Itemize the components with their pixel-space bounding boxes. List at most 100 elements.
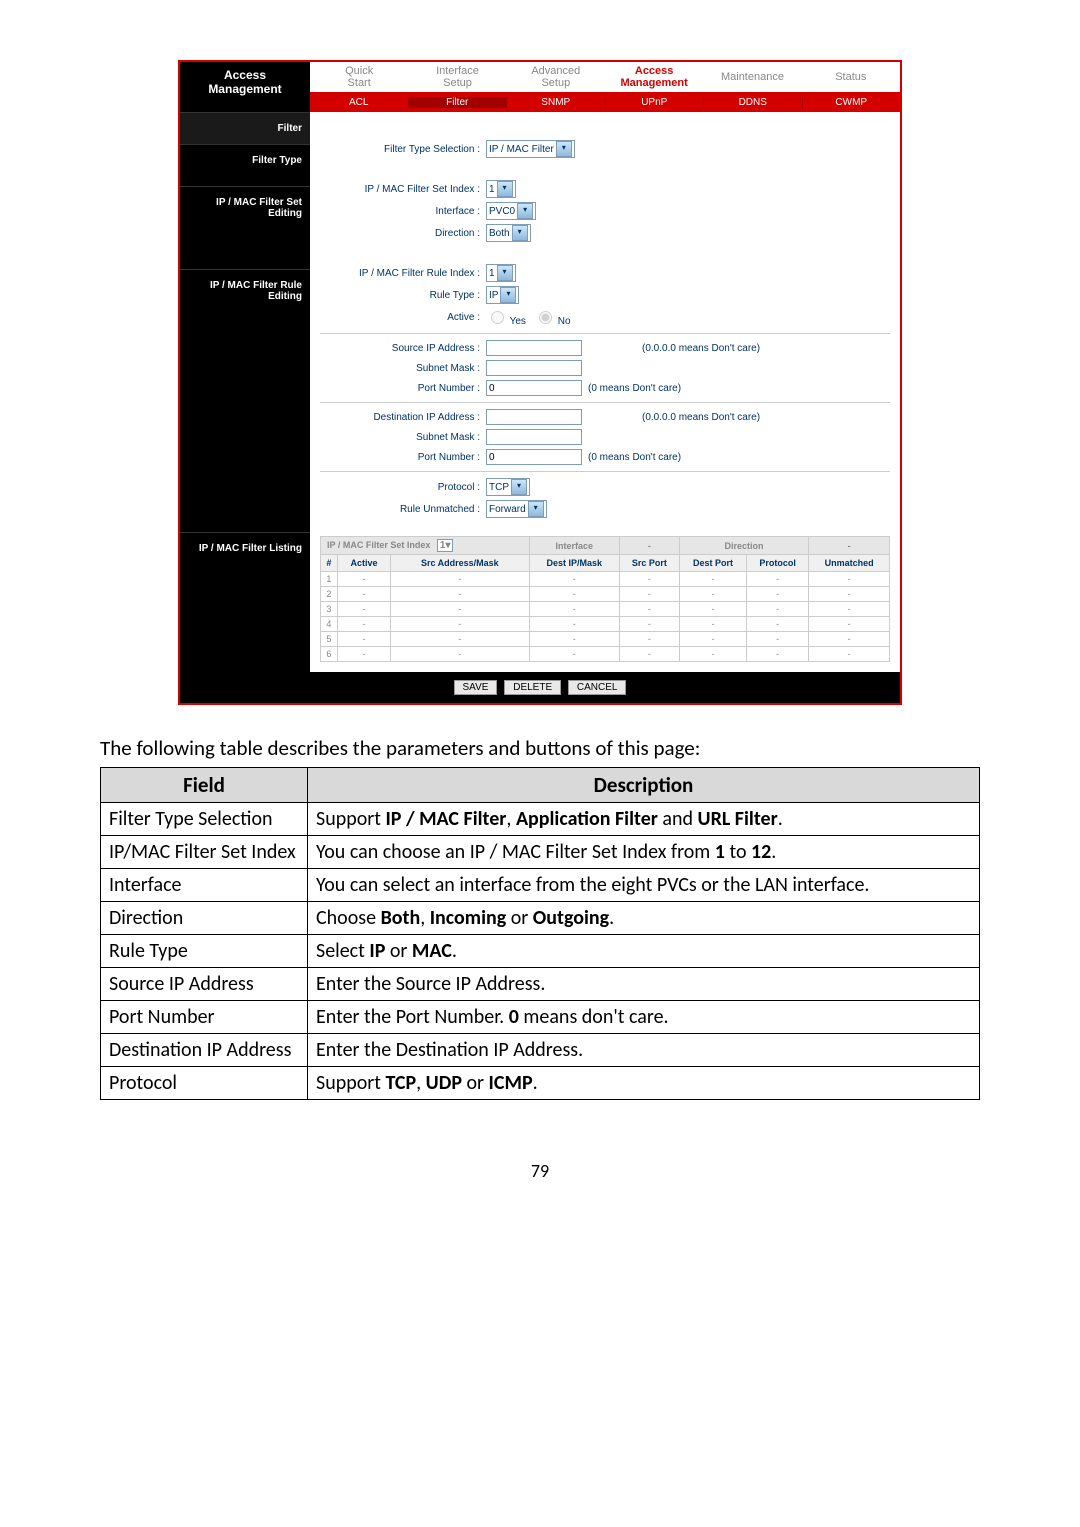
- sub-tabs: ACLFilterSNMPUPnPDDNSCWMP: [310, 92, 900, 112]
- rule-type-label: Rule Type :: [320, 290, 486, 301]
- sidebar-listing: IP / MAC Filter Listing: [180, 532, 310, 664]
- top-tab[interactable]: InterfaceSetup: [408, 65, 506, 89]
- button-bar: SAVE DELETE CANCEL: [180, 672, 900, 703]
- description-cell: Choose Both, Incoming or Outgoing.: [308, 902, 980, 935]
- src-port-input[interactable]: [486, 380, 582, 396]
- dst-ip-hint: (0.0.0.0 means Don't care): [642, 412, 760, 423]
- src-subnet-label: Subnet Mask :: [320, 363, 486, 374]
- chevron-down-icon: ▾: [512, 225, 528, 241]
- top-tab[interactable]: AccessManagement: [605, 65, 703, 89]
- dst-subnet-label: Subnet Mask :: [320, 432, 486, 443]
- description-cell: Enter the Source IP Address.: [308, 968, 980, 1001]
- sidebar-filter: Filter: [180, 112, 310, 144]
- sidebar-rule-editing: IP / MAC Filter Rule Editing: [180, 269, 310, 532]
- table-row: Port NumberEnter the Port Number. 0 mean…: [101, 1001, 980, 1034]
- dst-port-input[interactable]: [486, 449, 582, 465]
- sidebar: Filter Filter Type IP / MAC Filter Set E…: [180, 112, 310, 672]
- listing-col: Dest IP/Mask: [529, 555, 620, 572]
- src-ip-input[interactable]: [486, 340, 582, 356]
- field-cell: Rule Type: [101, 935, 308, 968]
- table-row: 5-------: [321, 632, 890, 647]
- cancel-button[interactable]: CANCEL: [568, 680, 627, 695]
- description-cell: Support IP / MAC Filter, Application Fil…: [308, 803, 980, 836]
- col-description: Description: [308, 768, 980, 803]
- rule-index-label: IP / MAC Filter Rule Index :: [320, 268, 486, 279]
- parameter-table: Field Description Filter Type SelectionS…: [100, 767, 980, 1100]
- save-button[interactable]: SAVE: [454, 680, 498, 695]
- description-cell: Support TCP, UDP or ICMP.: [308, 1067, 980, 1100]
- interface-label: Interface :: [320, 206, 486, 217]
- protocol-select[interactable]: TCP▾: [486, 478, 530, 496]
- listing-col: Active: [337, 555, 390, 572]
- listing-col: #: [321, 555, 338, 572]
- top-tab[interactable]: QuickStart: [310, 65, 408, 89]
- sub-tab[interactable]: DDNS: [704, 97, 803, 108]
- description-cell: You can select an interface from the eig…: [308, 869, 980, 902]
- chevron-down-icon: ▾: [517, 203, 533, 219]
- listing-col: Src Address/Mask: [391, 555, 529, 572]
- sub-tab[interactable]: SNMP: [507, 97, 606, 108]
- description-cell: You can choose an IP / MAC Filter Set In…: [308, 836, 980, 869]
- src-subnet-input[interactable]: [486, 360, 582, 376]
- description-cell: Enter the Destination IP Address.: [308, 1034, 980, 1067]
- set-index-select[interactable]: 1▾: [486, 180, 516, 198]
- chevron-down-icon: ▾: [445, 540, 450, 551]
- sub-tab[interactable]: CWMP: [803, 97, 901, 108]
- table-row: Source IP AddressEnter the Source IP Add…: [101, 968, 980, 1001]
- table-row: ProtocolSupport TCP, UDP or ICMP.: [101, 1067, 980, 1100]
- table-row: 6-------: [321, 647, 890, 662]
- field-cell: IP/MAC Filter Set Index: [101, 836, 308, 869]
- table-row: IP/MAC Filter Set IndexYou can choose an…: [101, 836, 980, 869]
- unmatched-select[interactable]: Forward▾: [486, 500, 547, 518]
- top-tab[interactable]: AdvancedSetup: [507, 65, 605, 89]
- src-port-label: Port Number :: [320, 383, 486, 394]
- src-ip-label: Source IP Address :: [320, 343, 486, 354]
- filter-listing-table: IP / MAC Filter Set Index 1▾ Interface -…: [320, 536, 890, 662]
- sub-tab[interactable]: Filter: [409, 97, 508, 108]
- interface-select[interactable]: PVC0▾: [486, 202, 536, 220]
- listing-set-index-select[interactable]: 1▾: [437, 539, 454, 552]
- nav-title: AccessManagement: [180, 62, 310, 112]
- table-row: Filter Type SelectionSupport IP / MAC Fi…: [101, 803, 980, 836]
- chevron-down-icon: ▾: [497, 181, 513, 197]
- sub-tab[interactable]: UPnP: [606, 97, 705, 108]
- delete-button[interactable]: DELETE: [504, 680, 561, 695]
- direction-select[interactable]: Both▾: [486, 224, 531, 242]
- table-row: Destination IP AddressEnter the Destinat…: [101, 1034, 980, 1067]
- field-cell: Destination IP Address: [101, 1034, 308, 1067]
- description-cell: Enter the Port Number. 0 means don't car…: [308, 1001, 980, 1034]
- top-tab[interactable]: Status: [802, 71, 900, 83]
- table-caption: The following table describes the parame…: [100, 735, 980, 761]
- field-cell: Direction: [101, 902, 308, 935]
- listing-col: Dest Port: [679, 555, 746, 572]
- top-tabs: QuickStartInterfaceSetupAdvancedSetupAcc…: [310, 62, 900, 92]
- field-cell: Protocol: [101, 1067, 308, 1100]
- router-screenshot: AccessManagement QuickStartInterfaceSetu…: [178, 60, 902, 705]
- dst-ip-input[interactable]: [486, 409, 582, 425]
- sidebar-filter-type: Filter Type: [180, 144, 310, 186]
- filter-type-select[interactable]: IP / MAC Filter▾: [486, 140, 575, 158]
- listing-col: Src Port: [620, 555, 680, 572]
- dst-subnet-input[interactable]: [486, 429, 582, 445]
- dst-port-label: Port Number :: [320, 452, 486, 463]
- field-cell: Port Number: [101, 1001, 308, 1034]
- rule-index-select[interactable]: 1▾: [486, 264, 516, 282]
- dst-ip-label: Destination IP Address :: [320, 412, 486, 423]
- sub-tab[interactable]: ACL: [310, 97, 409, 108]
- chevron-down-icon: ▾: [497, 265, 513, 281]
- chevron-down-icon: ▾: [556, 141, 572, 157]
- description-cell: Select IP or MAC.: [308, 935, 980, 968]
- chevron-down-icon: ▾: [500, 287, 516, 303]
- field-cell: Source IP Address: [101, 968, 308, 1001]
- filter-type-label: Filter Type Selection :: [320, 144, 486, 155]
- table-row: DirectionChoose Both, Incoming or Outgoi…: [101, 902, 980, 935]
- top-tab[interactable]: Maintenance: [703, 71, 801, 83]
- active-yes-radio[interactable]: Yes: [486, 308, 526, 327]
- table-row: InterfaceYou can select an interface fro…: [101, 869, 980, 902]
- rule-type-select[interactable]: IP▾: [486, 286, 519, 304]
- src-ip-hint: (0.0.0.0 means Don't care): [642, 343, 760, 354]
- sidebar-set-editing: IP / MAC Filter Set Editing: [180, 186, 310, 269]
- table-row: 3-------: [321, 602, 890, 617]
- direction-label: Direction :: [320, 228, 486, 239]
- active-no-radio[interactable]: No: [534, 308, 571, 327]
